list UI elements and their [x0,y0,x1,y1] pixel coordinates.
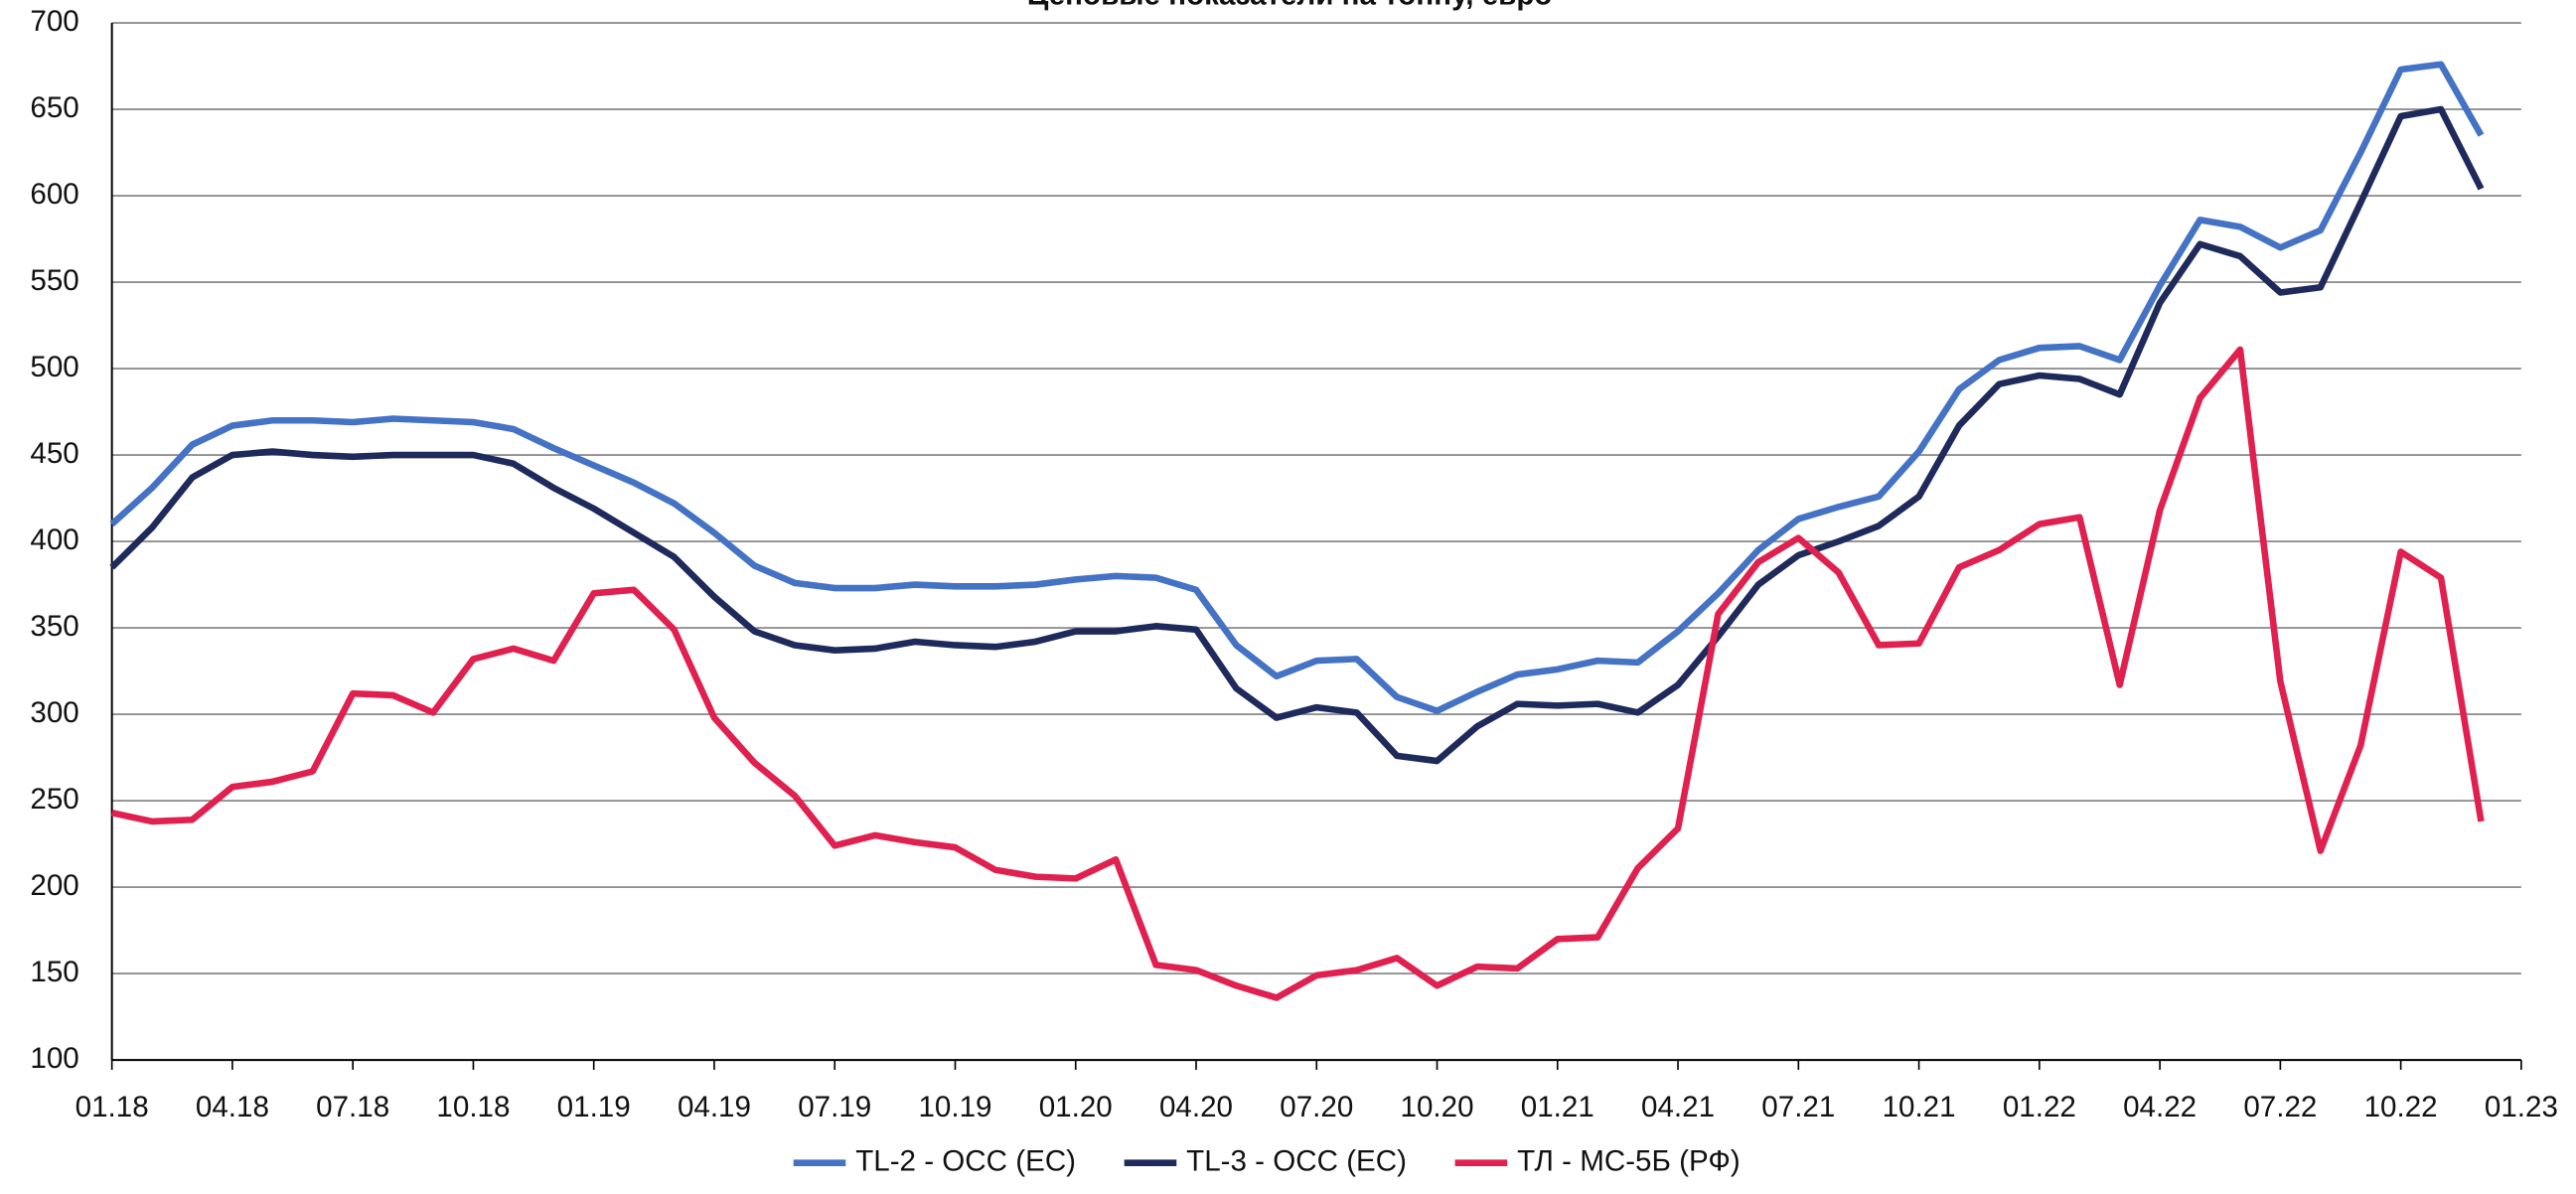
y-tick-label: 150 [30,956,78,988]
y-tick-label: 100 [30,1042,78,1075]
series-line [109,105,2485,765]
legend-label: ТЛ - МС-5Б (РФ) [1517,1145,1741,1178]
series-line [110,346,2485,1001]
x-tick-label: 01.21 [1521,1091,1594,1123]
y-tick-label: 500 [30,351,78,383]
series-line [109,61,2485,714]
y-tick-label: 700 [30,5,78,38]
x-tick-label: 07.21 [1761,1091,1835,1123]
x-tick-label: 04.19 [678,1091,751,1123]
x-tick-label: 10.18 [436,1091,510,1123]
x-tick-label: 10.22 [2364,1091,2438,1123]
x-tick-label: 04.21 [1641,1091,1715,1123]
x-tick-label: 04.20 [1159,1091,1233,1123]
legend-label: TL-3 - OCC (EC) [1186,1145,1407,1178]
y-tick-label: 300 [30,696,78,729]
x-tick-label: 07.20 [1280,1091,1353,1123]
x-tick-label: 01.23 [2485,1091,2558,1123]
y-tick-label: 350 [30,610,78,643]
x-tick-label: 04.22 [2123,1091,2197,1123]
x-tick-label: 01.19 [557,1091,631,1123]
y-tick-label: 400 [30,523,78,556]
y-tick-label: 450 [30,437,78,470]
y-tick-label: 200 [30,869,78,902]
legend: TL-2 - OCC (EC) TL-3 - OCC (EC) ТЛ - МС-5Б… [793,1145,1741,1178]
x-tick-label: 04.18 [196,1091,269,1123]
chart-title: Ценовые показатели на тонну, евро [1027,0,1553,12]
x-tick-label: 01.22 [2003,1091,2076,1123]
x-tick-label: 07.19 [798,1091,871,1123]
x-tick-label: 10.21 [1883,1091,1956,1123]
y-tick-label: 250 [30,783,78,816]
x-tick-label: 01.20 [1039,1091,1113,1123]
y-tick-label: 550 [30,264,78,297]
x-tick-label: 10.19 [918,1091,991,1123]
legend-label: TL-2 - OCC (EC) [855,1145,1076,1178]
y-tick-label: 600 [30,178,78,211]
y-tick-label: 650 [30,91,78,124]
x-tick-label: 07.18 [316,1091,389,1123]
x-tick-label: 01.18 [76,1091,149,1123]
x-tick-label: 07.22 [2243,1091,2317,1123]
x-tick-label: 10.20 [1401,1091,1474,1123]
